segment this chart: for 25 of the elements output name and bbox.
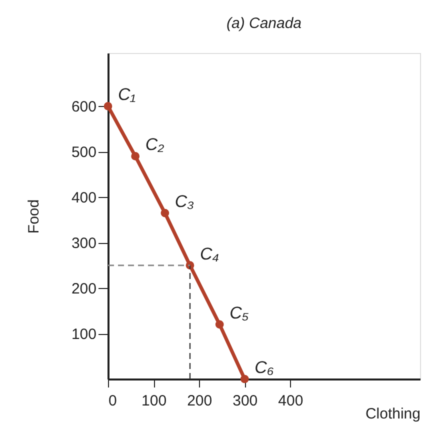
y-axis-title: Food (25, 199, 42, 234)
point (131, 152, 140, 160)
annotation: C₅ (230, 303, 249, 322)
y-tick-label: 500 (71, 144, 96, 162)
x-tick-label: 100 (142, 392, 167, 410)
y-tick-label: 400 (71, 190, 96, 207)
y-tick-label: 200 (71, 280, 96, 298)
y-tick-label: 300 (71, 235, 96, 252)
annotation: C₁ (118, 85, 136, 104)
point (215, 320, 224, 329)
x-tick-label: 200 (187, 392, 212, 410)
x-tick-label: 400 (278, 392, 304, 410)
point (104, 102, 112, 110)
annotation: C₂ (145, 135, 165, 154)
annotation: C₃ (174, 192, 194, 212)
annotation: C₄ (200, 244, 220, 264)
chart-title: (a) Canada (226, 15, 302, 32)
y-tick-label: 100 (71, 326, 96, 344)
annotation: C₆ (254, 358, 274, 377)
x-axis-title: Clothing (365, 406, 420, 422)
point (240, 374, 249, 384)
x-tick-label: 0 (108, 392, 117, 410)
point (160, 208, 170, 218)
x-tick-label: 300 (232, 392, 258, 410)
y-tick-label: 600 (71, 98, 96, 116)
